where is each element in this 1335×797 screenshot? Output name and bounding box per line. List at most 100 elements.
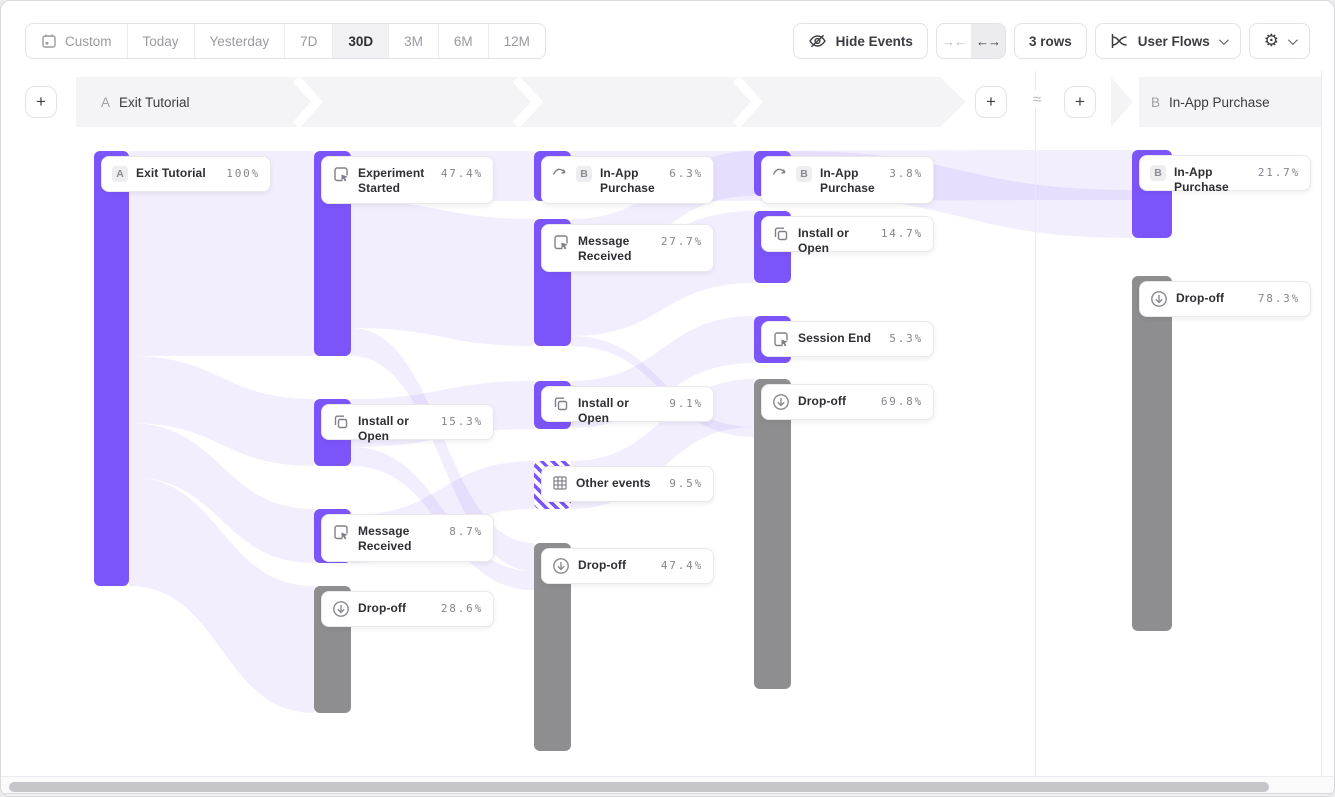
flow-node-card-install-or-open[interactable]: Install or Open 14.7% xyxy=(761,216,934,255)
node-percent: 47.4% xyxy=(440,167,483,180)
node-label: Experiment Started xyxy=(358,166,425,195)
horizontal-scrollbar-thumb[interactable] xyxy=(9,782,1269,792)
flow-node-card-install-or-open[interactable]: Install or Open 15.3% xyxy=(321,404,494,443)
view-selector-button[interactable]: User Flows xyxy=(1094,23,1241,59)
flow-node-card-in-app-purchase[interactable]: B In-App Purchase 21.7% xyxy=(1139,155,1311,194)
settings-button[interactable]: ⚙ xyxy=(1248,23,1310,59)
band-chevron-separator xyxy=(512,77,544,127)
width-toggle: →← ←→ xyxy=(935,23,1006,59)
node-label: Message Received xyxy=(358,524,412,553)
ribbon xyxy=(351,201,534,346)
node-label: Exit Tutorial xyxy=(136,166,206,180)
drop-off-icon xyxy=(552,557,570,575)
node-label: Install or Open xyxy=(358,414,410,443)
flow-a-title: A Exit Tutorial xyxy=(101,77,190,127)
skip-arrow-icon xyxy=(772,165,788,178)
approx-symbol: ≈ xyxy=(1027,91,1047,108)
flow-node-card-message-received[interactable]: Message Received 8.7% xyxy=(321,514,494,562)
date-range-30d-active[interactable]: 30D xyxy=(332,24,389,58)
node-label: Message Received xyxy=(578,234,632,263)
node-percent: 6.3% xyxy=(669,167,703,180)
node-percent: 3.8% xyxy=(889,167,923,180)
section-divider xyxy=(1035,71,1036,776)
node-label: In-App Purchase xyxy=(600,166,655,195)
flow-node-card-drop-off[interactable]: Drop-off 28.6% xyxy=(321,591,494,627)
add-step-end-button[interactable]: + xyxy=(975,86,1007,118)
node-percent: 100% xyxy=(226,167,260,180)
add-step-start-button[interactable]: + xyxy=(25,86,57,118)
expand-arrows-icon[interactable]: ←→ xyxy=(970,24,1005,58)
flow-b-title: B In-App Purchase xyxy=(1151,77,1270,127)
flow-b-band-arrow xyxy=(1111,77,1133,127)
cohort-badge-b: B xyxy=(1150,165,1166,181)
right-edge-divider xyxy=(1321,71,1322,776)
date-range-today[interactable]: Today xyxy=(126,24,194,58)
flow-bar-exit-tutorial xyxy=(94,151,129,586)
node-percent: 15.3% xyxy=(440,415,483,428)
flow-node-card-in-app-purchase[interactable]: B In-App Purchase 6.3% xyxy=(541,156,714,204)
chevron-down-icon xyxy=(1218,34,1229,45)
flow-b-badge: B xyxy=(1151,94,1161,110)
date-range-12m[interactable]: 12M xyxy=(487,24,545,58)
node-percent: 9.1% xyxy=(669,397,703,410)
node-label: Session End xyxy=(798,331,872,345)
date-range-label: Custom xyxy=(65,33,112,49)
flow-node-card-drop-off[interactable]: Drop-off 47.4% xyxy=(541,548,714,584)
cohort-badge-b: B xyxy=(576,166,592,182)
cursor-event-icon xyxy=(772,330,790,348)
node-percent: 21.7% xyxy=(1257,166,1300,179)
band-chevron-separator xyxy=(732,77,764,127)
date-range-7d[interactable]: 7D xyxy=(284,24,332,58)
ribbon xyxy=(129,423,314,563)
node-label: Other events xyxy=(576,476,651,490)
flow-bar-drop-off xyxy=(1132,276,1172,631)
node-label: Drop-off xyxy=(358,601,407,615)
footer-strip xyxy=(1,793,1334,796)
ribbon xyxy=(129,477,314,713)
date-range-6m[interactable]: 6M xyxy=(437,24,488,58)
flow-node-card-experiment-started[interactable]: Experiment Started 47.4% xyxy=(321,156,494,204)
hide-events-button[interactable]: Hide Events xyxy=(792,23,928,59)
horizontal-scrollbar-track[interactable] xyxy=(1,776,1334,793)
add-step-b-button[interactable]: + xyxy=(1064,86,1096,118)
node-percent: 8.7% xyxy=(449,525,483,538)
copy-icon xyxy=(332,413,350,431)
node-percent: 5.3% xyxy=(889,332,923,345)
node-label: Drop-off xyxy=(1176,291,1225,305)
flow-node-card-message-received[interactable]: Message Received 27.7% xyxy=(541,224,714,272)
flow-node-card-drop-off[interactable]: Drop-off 78.3% xyxy=(1139,281,1311,317)
flow-a-badge: A xyxy=(101,94,111,110)
cursor-event-icon xyxy=(552,233,570,251)
chevron-down-icon xyxy=(1287,34,1298,45)
node-label: Drop-off xyxy=(798,394,847,408)
flow-node-card-in-app-purchase[interactable]: B In-App Purchase 3.8% xyxy=(761,156,934,204)
ribbon xyxy=(351,328,534,571)
calendar-icon xyxy=(42,34,56,48)
flow-node-card-session-end[interactable]: Session End 5.3% xyxy=(761,321,934,357)
collapse-arrows-icon[interactable]: →← xyxy=(941,33,967,49)
date-range-yesterday[interactable]: Yesterday xyxy=(193,24,285,58)
flow-b-label: In-App Purchase xyxy=(1169,94,1270,110)
flow-node-card-install-or-open[interactable]: Install or Open 9.1% xyxy=(541,386,714,425)
gear-icon: ⚙ xyxy=(1263,31,1279,50)
band-chevron-separator xyxy=(292,77,324,127)
cursor-event-icon xyxy=(332,165,350,183)
node-label: Install or Open xyxy=(578,396,630,425)
flow-node-card-drop-off[interactable]: Drop-off 69.8% xyxy=(761,384,934,420)
drop-off-icon xyxy=(332,600,350,618)
flow-canvas: A Exit Tutorial 100% Experiment Started 47.4… xyxy=(1,127,1334,776)
node-percent: 27.7% xyxy=(660,235,703,248)
flow-b-band[interactable] xyxy=(1139,77,1321,127)
cohort-badge-a: A xyxy=(112,166,128,182)
flow-node-card-other-events[interactable]: Other events 9.5% xyxy=(541,466,714,502)
node-percent: 14.7% xyxy=(880,227,923,240)
rows-button[interactable]: 3 rows xyxy=(1013,23,1087,59)
node-label: Drop-off xyxy=(578,558,627,572)
date-range-custom[interactable]: Custom xyxy=(26,24,127,58)
date-range-3m[interactable]: 3M xyxy=(388,24,438,58)
ribbon xyxy=(129,151,314,356)
node-percent: 78.3% xyxy=(1257,292,1300,305)
node-percent: 9.5% xyxy=(669,477,703,490)
copy-icon xyxy=(772,225,790,243)
flow-node-card-exit-tutorial[interactable]: A Exit Tutorial 100% xyxy=(101,156,271,192)
